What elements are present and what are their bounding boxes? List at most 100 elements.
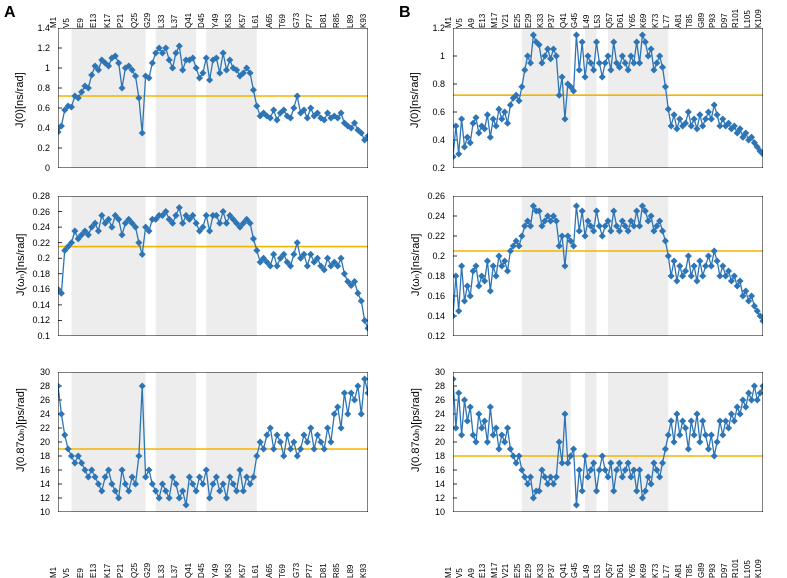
data-marker bbox=[599, 232, 606, 239]
ytick-label: 0.1 bbox=[37, 331, 50, 341]
data-marker bbox=[294, 452, 301, 459]
xtick-label: L105 bbox=[743, 560, 752, 578]
data-marker bbox=[358, 410, 365, 417]
data-marker bbox=[579, 487, 586, 494]
data-marker bbox=[304, 262, 311, 269]
ytick-label: 0.6 bbox=[432, 107, 445, 117]
xtick-label: L61 bbox=[251, 565, 260, 578]
ytick-label: 14 bbox=[40, 479, 50, 489]
ytick-label: 0.4 bbox=[37, 123, 50, 133]
ytick-label: 18 bbox=[40, 451, 50, 461]
data-marker bbox=[358, 297, 365, 304]
xtick-label: Q41 bbox=[559, 563, 568, 578]
data-marker bbox=[576, 466, 583, 473]
xtick-label: A9 bbox=[467, 568, 476, 578]
ytick-label: 1.2 bbox=[37, 43, 50, 53]
xtick-label: Q25 bbox=[130, 13, 139, 28]
xtick-label: M1 bbox=[49, 17, 58, 28]
ytick-label: 30 bbox=[40, 367, 50, 377]
data-marker bbox=[719, 262, 726, 269]
data-marker bbox=[490, 262, 497, 269]
xtick-label: K57 bbox=[238, 14, 247, 28]
data-marker bbox=[338, 255, 345, 262]
ytick-label: 0.26 bbox=[427, 191, 445, 201]
xtick-label: Y65 bbox=[628, 564, 637, 578]
ytick-label: 10 bbox=[435, 507, 445, 517]
xtick-label: L89 bbox=[346, 565, 355, 578]
data-marker bbox=[307, 104, 314, 111]
xtick-label: P37 bbox=[547, 14, 556, 28]
ytick-label: 20 bbox=[435, 437, 445, 447]
data-marker bbox=[455, 389, 462, 396]
data-marker bbox=[688, 417, 695, 424]
data-marker bbox=[759, 382, 763, 389]
xtick-label: Q57 bbox=[605, 13, 614, 28]
data-marker bbox=[487, 403, 494, 410]
data-marker bbox=[481, 417, 488, 424]
xtick-label: D61 bbox=[616, 563, 625, 578]
data-marker bbox=[739, 396, 746, 403]
data-marker bbox=[273, 262, 280, 269]
data-marker bbox=[688, 122, 695, 129]
xtick-label: D61 bbox=[616, 13, 625, 28]
bottom-xlabels-A: M1V5E9E13K17P21Q25G29L33L37Q41D45Y49K53K… bbox=[58, 541, 368, 569]
xtick-label: D81 bbox=[319, 13, 328, 28]
data-marker bbox=[495, 445, 502, 452]
shaded-region bbox=[585, 28, 596, 168]
data-marker bbox=[61, 431, 68, 438]
shaded-region bbox=[71, 28, 145, 168]
ytick-label: 0.14 bbox=[32, 300, 50, 310]
data-marker bbox=[475, 410, 482, 417]
data-marker bbox=[670, 257, 677, 264]
xtick-label: L53 bbox=[593, 565, 602, 578]
xtick-label: K73 bbox=[651, 564, 660, 578]
xtick-label: E29 bbox=[524, 564, 533, 578]
data-marker bbox=[290, 438, 297, 445]
ytick-label: 0.16 bbox=[427, 291, 445, 301]
data-marker bbox=[507, 101, 514, 108]
data-marker bbox=[484, 111, 491, 118]
top-xlabels-B: M1V5A9E13M17V21E25E29K33P37Q41G45L49L53Q… bbox=[453, 0, 763, 28]
xtick-label: T69 bbox=[278, 14, 287, 28]
data-marker bbox=[464, 417, 471, 424]
xtick-label: A65 bbox=[265, 14, 274, 28]
xtick-label: Q25 bbox=[130, 563, 139, 578]
xtick-label: G73 bbox=[292, 563, 301, 578]
xtick-label: E13 bbox=[89, 564, 98, 578]
shaded-region bbox=[156, 372, 196, 512]
xtick-label: Q57 bbox=[605, 563, 614, 578]
bottom-xlabels-B: M1V5A9E13M17V21E25E29K33P37Q41G45L49L53Q… bbox=[453, 541, 763, 569]
xtick-label: D81 bbox=[319, 563, 328, 578]
data-marker bbox=[711, 452, 718, 459]
data-marker bbox=[696, 111, 703, 118]
data-marker bbox=[737, 410, 744, 417]
data-marker bbox=[344, 410, 351, 417]
xtick-label: K53 bbox=[224, 14, 233, 28]
xtick-label: P93 bbox=[708, 14, 717, 28]
ytick-label: 28 bbox=[40, 381, 50, 391]
data-marker bbox=[714, 111, 721, 118]
ytick-label: 28 bbox=[435, 381, 445, 391]
data-marker bbox=[673, 277, 680, 284]
yticks: 0.10.120.140.160.180.20.220.240.260.28 bbox=[0, 196, 54, 336]
ytick-label: 18 bbox=[435, 451, 445, 461]
data-marker bbox=[579, 38, 586, 45]
data-marker bbox=[576, 227, 583, 234]
data-marker bbox=[705, 108, 712, 115]
xtick-label: E29 bbox=[524, 14, 533, 28]
yticks: 00.20.40.60.811.21.4 bbox=[0, 28, 54, 168]
ytick-label: 22 bbox=[40, 423, 50, 433]
data-marker bbox=[263, 431, 270, 438]
data-marker bbox=[273, 431, 280, 438]
ytick-label: 0.28 bbox=[32, 191, 50, 201]
data-marker bbox=[691, 262, 698, 269]
data-marker bbox=[324, 255, 331, 262]
ytick-label: 0.24 bbox=[32, 222, 50, 232]
ytick-label: 1 bbox=[45, 63, 50, 73]
data-marker bbox=[708, 115, 715, 122]
data-marker bbox=[711, 247, 718, 254]
ytick-label: 0 bbox=[45, 163, 50, 173]
data-marker bbox=[493, 424, 500, 431]
xtick-label: A81 bbox=[674, 14, 683, 28]
data-marker bbox=[484, 257, 491, 264]
